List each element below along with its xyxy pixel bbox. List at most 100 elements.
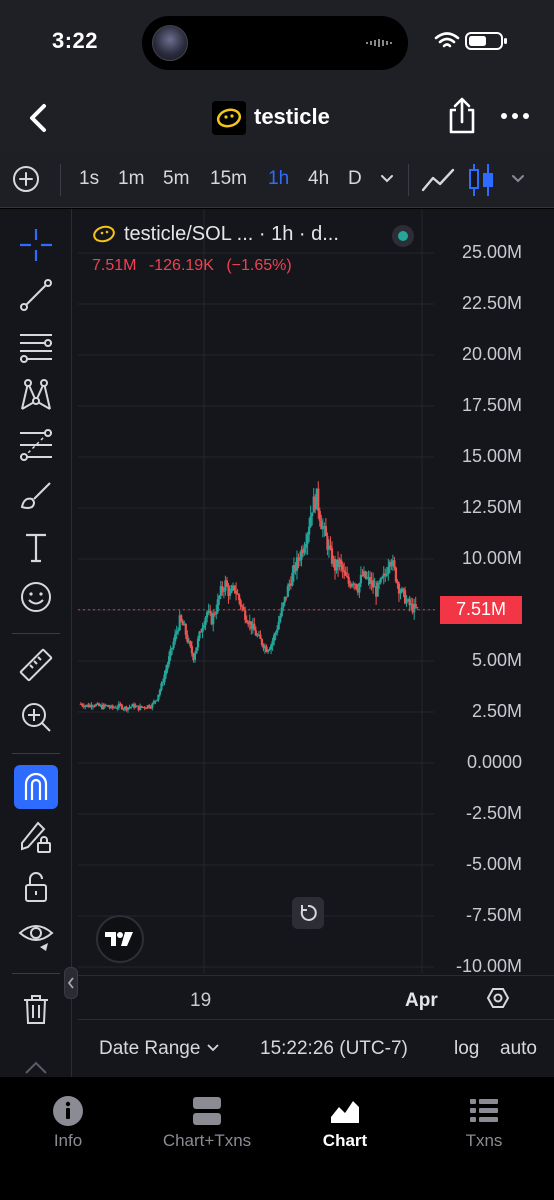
candle-body [195,647,198,654]
candle-body [110,705,113,708]
chevron-left-icon [67,977,74,989]
candle-body [259,634,262,640]
toolbar-collapse-handle[interactable] [64,967,78,999]
log-scale-toggle[interactable]: log [454,1038,480,1059]
candle-body [93,705,96,707]
date-range-button[interactable]: Date Range [99,1038,220,1060]
candle-body [309,515,312,527]
status-icons [434,32,507,50]
crosshair-icon [20,229,52,261]
ruler-tool[interactable] [14,643,58,687]
candle-body [260,639,264,645]
timeframe-1h[interactable]: 1h [268,168,290,189]
tab-txns[interactable]: Txns [424,1095,544,1155]
delete-drawings-tool[interactable] [14,987,58,1031]
line-chart-icon[interactable] [420,164,456,196]
timeframe-4h[interactable]: 4h [308,168,330,189]
y-tick-label: 2.50M [471,701,522,721]
tab-chart-txns[interactable]: Chart+Txns [147,1095,267,1155]
candle-body [108,706,111,708]
tab-chart[interactable]: Chart [285,1095,405,1155]
candle-body [265,646,268,653]
candle-body [213,613,216,615]
y-tick-label: 10.00M [461,548,522,568]
date-range-label: Date Range [99,1038,201,1059]
text-icon [26,533,46,563]
market-status-dot [392,225,414,247]
candle-body [347,577,350,584]
candle-body [212,613,215,625]
candle-body [411,603,414,613]
emoji-tool[interactable] [14,575,58,619]
text-tool[interactable] [14,525,58,569]
candle-body [397,583,401,594]
candlestick-chart-icon[interactable] [466,162,496,198]
magnet-icon [24,772,48,800]
share-icon[interactable] [446,96,478,136]
reset-chart-button[interactable] [292,897,324,929]
y-tick-label: 15.00M [461,446,522,466]
more-options-icon[interactable] [498,104,532,128]
toolbar-divider [60,164,61,196]
candle-body [292,564,296,573]
trendline-tool[interactable] [14,273,58,317]
auto-scale-toggle[interactable]: auto [500,1038,537,1059]
add-indicator-icon[interactable] [12,165,40,193]
crosshair-tool[interactable] [14,223,58,267]
candle-body [333,558,337,571]
pattern-tool[interactable] [14,373,58,417]
candle-body [126,707,130,711]
fib-tool[interactable] [14,423,58,467]
magnet-tool[interactable] [14,765,58,809]
parallel-lines-icon [20,334,52,363]
candle-body [215,611,218,615]
timeframe-1s[interactable]: 1s [79,168,100,189]
chart-type-chevron-down-icon[interactable] [510,172,526,186]
candle-body [329,545,332,549]
candle-body [364,571,367,579]
legend-pair: testicle/SOL ... · 1h · d... [124,223,339,245]
x-axis[interactable]: 19 Apr [78,975,554,1019]
candle-body [139,705,142,711]
candle-body [262,644,265,649]
candle-body [393,560,396,568]
timeframe-chevron-down-icon[interactable] [379,172,395,186]
timezone-clock[interactable]: 15:22:26 (UTC-7) [260,1038,408,1059]
timeframe-d[interactable]: D [348,168,362,189]
candle-body [283,596,286,603]
brush-tool[interactable] [14,473,58,517]
candle-body [244,610,247,620]
candle-body [314,496,317,510]
dynamic-island [142,16,408,70]
candle-body [403,590,407,604]
lock-drawing-icon [21,821,51,853]
candle-body [84,705,87,708]
y-tick-label: 0.0000 [466,752,522,772]
token-logo-icon [212,101,246,135]
candle-body [154,700,157,702]
parallel-lines-tool[interactable] [14,323,58,367]
chevron-up-icon[interactable] [22,1057,50,1077]
candle-body [234,590,238,594]
unlock-tool[interactable] [14,865,58,909]
lock-drawing-tool[interactable] [14,815,58,859]
candle-body [107,705,110,707]
candle-body [94,704,98,707]
candle-body [268,649,271,651]
candle-body [135,705,139,707]
candle-body [186,634,189,642]
timeframe-5m[interactable]: 5m [163,168,190,189]
timeframe-1m[interactable]: 1m [118,168,145,189]
back-button[interactable] [20,98,56,138]
tab-info[interactable]: Info [8,1095,128,1155]
chart-settings-icon[interactable] [486,986,510,1010]
tradingview-logo[interactable] [96,915,144,963]
visibility-tool[interactable] [14,913,58,957]
price-chart[interactable] [78,209,554,973]
candle-body [312,496,315,513]
candle-body [161,682,165,684]
unlock-icon [25,872,47,902]
timeframe-15m[interactable]: 15m [210,168,247,189]
zoom-in-tool[interactable] [14,695,58,739]
toolbar-divider [12,633,60,634]
